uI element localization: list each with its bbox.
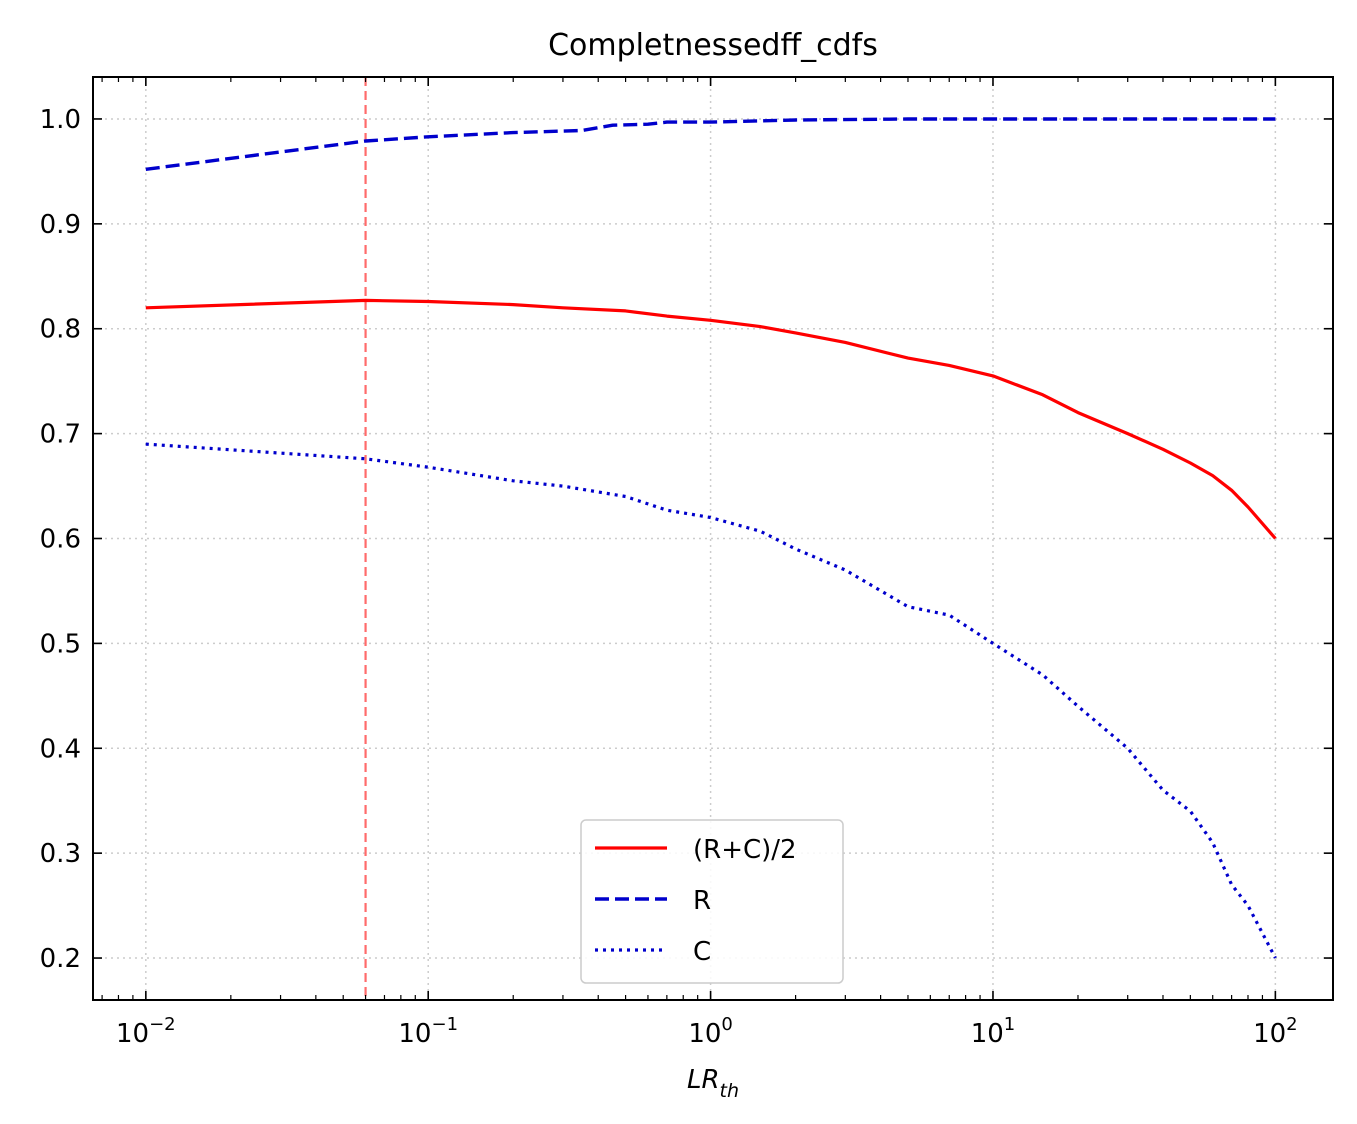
x-tick-label-exponent: 2 bbox=[1286, 1014, 1297, 1035]
x-tick-label: 10−2 bbox=[116, 1014, 176, 1049]
y-tick-label: 0.3 bbox=[40, 839, 81, 869]
x-tick-label-exponent: −1 bbox=[431, 1014, 458, 1035]
x-tick-label-exponent: 1 bbox=[1004, 1014, 1015, 1035]
x-tick-label-exponent: 0 bbox=[721, 1014, 732, 1035]
legend: (R+C)/2 RC bbox=[580, 819, 844, 984]
y-tick-label: 0.6 bbox=[40, 525, 81, 555]
y-tick-label: 0.5 bbox=[40, 629, 81, 659]
legend-label: (R+C)/2 bbox=[693, 835, 797, 865]
plot-frame bbox=[92, 76, 1334, 1001]
x-tick-label-base: 10 bbox=[971, 1019, 1004, 1049]
legend-label: R bbox=[693, 886, 711, 916]
series-layer bbox=[145, 117, 1277, 959]
legend-box bbox=[580, 819, 844, 984]
y-tick-label: 0.2 bbox=[40, 944, 81, 974]
y-tick-label: 0.8 bbox=[40, 315, 81, 345]
chart-title: Completnessedff_cdfs bbox=[548, 28, 878, 63]
y-tick-label: 0.7 bbox=[40, 420, 81, 450]
x-tick-label-base: 10 bbox=[688, 1019, 721, 1049]
x-tick-label-base: 10 bbox=[398, 1019, 431, 1049]
y-tick-label: 0.9 bbox=[40, 210, 81, 240]
y-tick-label: 1.0 bbox=[40, 105, 81, 135]
x-tick-label-base: 10 bbox=[1253, 1019, 1286, 1049]
x-axis-label-subscript: th bbox=[720, 1080, 740, 1102]
x-tick-label-exponent: −2 bbox=[149, 1014, 176, 1035]
x-axis-label-main: LR bbox=[687, 1065, 720, 1095]
x-tick-label: 102 bbox=[1253, 1014, 1298, 1049]
x-tick-label: 101 bbox=[971, 1014, 1016, 1049]
series-line-dotted bbox=[145, 442, 1277, 959]
tick-labels: 0.20.30.40.50.60.70.80.91.010−2 10−1 100 10… bbox=[40, 105, 1298, 1049]
x-axis-label: LRth bbox=[687, 1065, 739, 1102]
x-tick-label-base: 10 bbox=[116, 1019, 149, 1049]
series-line-dashed bbox=[145, 117, 1276, 171]
x-tick-label: 10−1 bbox=[398, 1014, 458, 1049]
x-tick-label: 100 bbox=[688, 1014, 733, 1049]
series-line-solid bbox=[145, 298, 1277, 540]
legend-label: C bbox=[693, 937, 711, 967]
y-tick-label: 0.4 bbox=[40, 734, 81, 764]
